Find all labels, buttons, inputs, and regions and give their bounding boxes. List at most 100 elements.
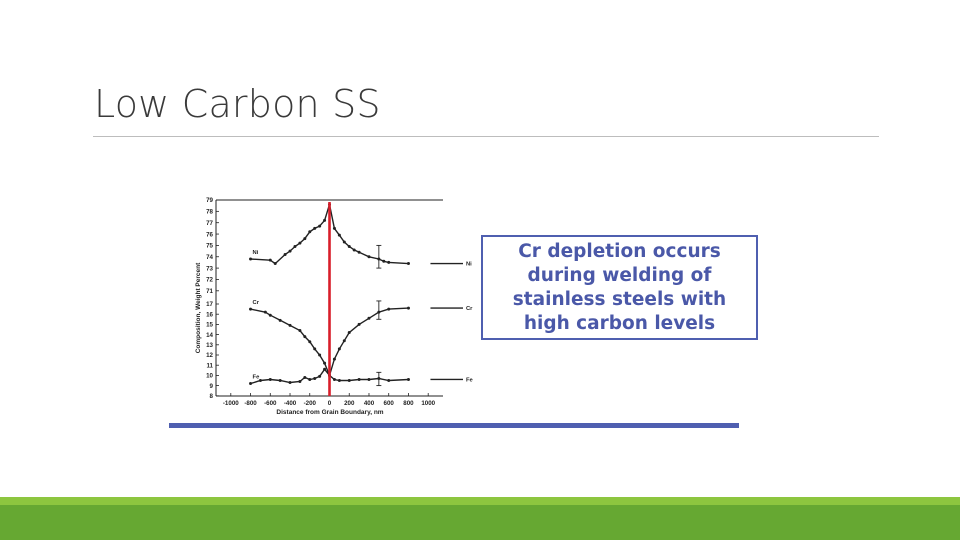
- y-tick-label-12: 73: [206, 265, 213, 272]
- series-point-Cr-16: [357, 322, 361, 326]
- callout-box: Cr depletion occurs during welding of st…: [481, 235, 758, 340]
- series-label-left-Cr: Cr: [253, 300, 260, 306]
- composition-profile-chart: Composition, Weight Percent Distance fro…: [190, 190, 480, 420]
- series-point-Fe-10: [323, 367, 327, 371]
- y-tick-label-10: 71: [206, 288, 213, 295]
- series-point-Cr-3: [278, 318, 282, 322]
- x-tick-label-0: -1000: [223, 400, 239, 407]
- series-label-left-Fe: Fe: [253, 375, 261, 381]
- y-tick-label-7: 15: [206, 322, 213, 329]
- x-tick-label-7: 400: [364, 400, 375, 407]
- series-point-Ni-15: [342, 240, 346, 244]
- series-point-Fe-12: [332, 377, 336, 381]
- title-divider: [93, 136, 879, 137]
- series-line-Fe: [250, 368, 409, 385]
- series-point-Fe-4: [288, 381, 292, 385]
- y-axis-label: Composition, Weight Percent: [195, 262, 202, 353]
- y-tick-label-0: 8: [210, 393, 214, 400]
- series-point-Fe-16: [367, 377, 371, 381]
- series-point-Cr-15: [347, 331, 351, 335]
- series-point-Cr-5: [298, 329, 302, 333]
- y-tick-label-5: 13: [206, 342, 213, 349]
- footer-bar: [0, 505, 960, 540]
- series-point-Cr-4: [288, 323, 292, 327]
- series-point-Cr-2: [268, 313, 272, 317]
- x-tick-label-10: 1000: [421, 400, 435, 407]
- x-tick-label-9: 800: [403, 400, 414, 407]
- slide-title: Low Carbon SS: [94, 82, 381, 126]
- series-point-Ni-5: [293, 245, 297, 249]
- series-point-Fe-13: [337, 379, 341, 382]
- y-tick-label-17: 78: [206, 209, 213, 216]
- x-tick-label-6: 200: [344, 400, 355, 407]
- series-point-Fe-9: [318, 374, 322, 378]
- y-tick-label-6: 14: [206, 332, 213, 339]
- series-label-right-Fe: Fe: [466, 377, 474, 383]
- series-point-Ni-14: [337, 233, 341, 237]
- series-point-Fe-2: [268, 377, 272, 381]
- series-point-Fe-18: [387, 379, 391, 382]
- chart-svg: Composition, Weight Percent Distance fro…: [195, 197, 474, 416]
- series-point-Ni-4: [288, 249, 292, 253]
- series-point-Fe-3: [278, 379, 282, 382]
- series-point-Ni-7: [303, 237, 307, 241]
- series-point-Fe-14: [347, 379, 351, 382]
- y-tick-label-13: 74: [206, 254, 213, 261]
- series-point-Ni-1: [268, 258, 272, 262]
- y-tick-label-1: 9: [210, 383, 214, 390]
- series-point-Ni-17: [352, 248, 356, 252]
- x-tick-label-4: -200: [304, 400, 317, 407]
- series-point-Fe-7: [308, 377, 312, 381]
- x-tick-label-1: -800: [244, 400, 257, 407]
- y-tick-label-11: 72: [206, 277, 213, 284]
- series-point-Ni-16: [347, 245, 351, 249]
- callout-text: Cr depletion occurs during welding of st…: [512, 240, 727, 334]
- series-point-Ni-9: [313, 226, 317, 230]
- x-tick-label-8: 600: [384, 400, 395, 407]
- series-point-Cr-10: [323, 361, 327, 365]
- footer-stripe: [0, 497, 960, 505]
- series-label-right-Cr: Cr: [466, 306, 473, 312]
- series-point-Ni-0: [249, 257, 253, 261]
- series-point-Fe-0: [249, 382, 253, 386]
- y-tick-label-3: 11: [206, 362, 213, 369]
- series-point-Ni-18: [357, 250, 361, 254]
- series-point-Ni-23: [406, 262, 410, 266]
- y-tick-label-14: 75: [206, 243, 213, 250]
- y-tick-label-4: 12: [206, 352, 213, 359]
- y-tick-label-2: 10: [206, 373, 213, 380]
- series-point-Cr-17: [367, 316, 371, 320]
- x-tick-label-2: -600: [264, 400, 277, 407]
- series-point-Ni-3: [283, 252, 287, 256]
- series-point-Fe-5: [298, 380, 302, 384]
- series-point-Ni-10: [318, 224, 322, 228]
- series-point-Fe-19: [406, 377, 410, 381]
- series-point-Cr-13: [337, 347, 341, 351]
- series-point-Ni-11: [323, 218, 327, 222]
- x-axis-label: Distance from Grain Boundary, nm: [276, 409, 383, 416]
- series-point-Cr-9: [318, 353, 322, 357]
- series-point-Fe-6: [303, 375, 307, 379]
- y-tick-label-9: 17: [206, 301, 213, 308]
- y-tick-label-15: 76: [206, 231, 213, 238]
- y-tick-label-8: 16: [206, 311, 213, 318]
- series-point-Cr-6: [303, 335, 307, 339]
- series-point-Ni-2: [273, 262, 277, 266]
- x-tick-label-5: 0: [328, 400, 332, 407]
- y-tick-label-18: 79: [206, 197, 213, 204]
- series-point-Fe-1: [258, 379, 262, 382]
- series-point-Cr-1: [263, 310, 267, 314]
- series-point-Ni-22: [387, 260, 391, 264]
- series-point-Ni-8: [308, 230, 312, 234]
- series-point-Cr-7: [308, 340, 312, 344]
- series-point-Cr-0: [249, 307, 253, 311]
- series-point-Cr-20: [406, 306, 410, 310]
- series-point-Ni-6: [298, 241, 302, 245]
- series-point-Ni-21: [382, 259, 386, 263]
- series-point-Cr-19: [387, 307, 391, 311]
- series-point-Cr-12: [332, 357, 336, 361]
- series-point-Fe-8: [313, 376, 317, 380]
- series-point-Ni-19: [367, 255, 371, 259]
- x-tick-label-3: -400: [284, 400, 297, 407]
- accent-underline: [169, 423, 739, 428]
